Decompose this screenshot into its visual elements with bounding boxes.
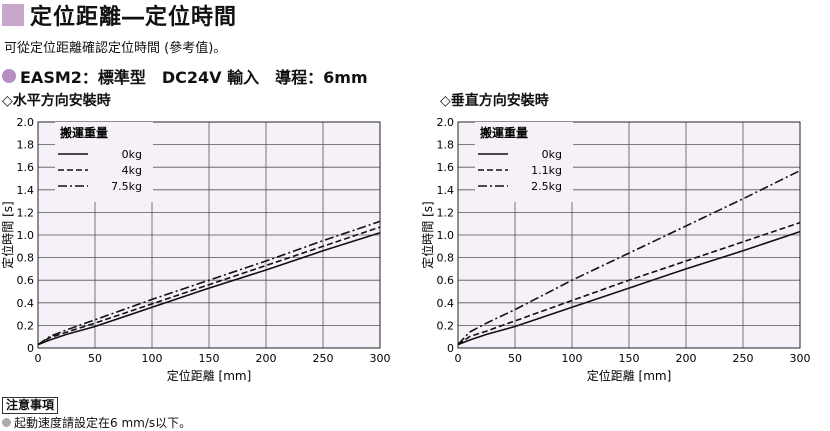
legend-title: 搬運重量 <box>60 125 108 140</box>
y-tick-label: 0 <box>27 342 34 355</box>
y-tick-label: 1.2 <box>437 206 455 219</box>
y-tick-label: 0.2 <box>437 319 455 332</box>
y-tick-label: 1.2 <box>17 206 35 219</box>
y-tick-label: 0.2 <box>17 319 35 332</box>
model-line: EASM2：標準型 DC24V 輸入 導程：6mm <box>0 64 368 88</box>
y-tick-label: 2.0 <box>437 116 455 129</box>
series-line-3 <box>457 169 801 346</box>
notes-item: 起動速度請設定在6 mm/s以下。 <box>2 414 191 431</box>
series-line-1 <box>457 230 801 346</box>
x-axis-label: 定位距離 [mm] <box>167 368 252 383</box>
series-line-2 <box>457 221 801 346</box>
x-axis-label: 定位距離 [mm] <box>587 368 672 383</box>
legend-label-1: 0kg <box>542 148 562 161</box>
plot-frame <box>37 121 381 349</box>
x-tick-label: 50 <box>88 352 102 365</box>
y-tick-label: 1.4 <box>17 184 35 197</box>
legend-background <box>55 122 153 202</box>
legend-title: 搬運重量 <box>480 125 528 140</box>
x-tick-label: 300 <box>370 352 391 365</box>
y-tick-label: 1.0 <box>17 229 35 242</box>
y-tick-label: 0.8 <box>17 252 35 265</box>
notes-title: 注意事項 <box>2 397 59 414</box>
page-title: 定位距離―定位時間 <box>30 5 238 30</box>
x-tick-label: 0 <box>35 352 42 365</box>
legend-label-2: 4kg <box>122 164 142 177</box>
y-tick-label: 1.8 <box>17 139 35 152</box>
y-tick-label: 0.6 <box>17 274 35 287</box>
y-tick-label: 1.8 <box>437 139 455 152</box>
x-tick-label: 150 <box>199 352 220 365</box>
x-tick-label: 100 <box>142 352 163 365</box>
x-tick-label: 250 <box>733 352 754 365</box>
x-tick-label: 100 <box>562 352 583 365</box>
y-tick-label: 1.6 <box>17 161 35 174</box>
model-spec: EASM2：標準型 DC24V 輸入 導程：6mm <box>20 68 368 87</box>
y-tick-label: 2.0 <box>17 116 35 129</box>
title-accent-square <box>2 4 24 26</box>
legend-label-1: 0kg <box>122 148 142 161</box>
y-tick-label: 1.4 <box>437 184 455 197</box>
plot-frame <box>457 121 801 349</box>
y-tick-label: 1.6 <box>437 161 455 174</box>
page-subtitle: 可從定位距離確認定位時間 (參考值)。 <box>4 41 227 56</box>
x-tick-label: 50 <box>508 352 522 365</box>
chart-vertical: 0 50 100 150 200 250 300 0 0.2 0.4 0.6 0.8 1.0 1.2 1.4… <box>420 116 811 383</box>
y-tick-label: 1.0 <box>437 229 455 242</box>
bullet-dot-icon <box>2 418 11 427</box>
legend-label-3: 7.5kg <box>111 180 142 193</box>
x-tick-label: 0 <box>455 352 462 365</box>
y-tick-label: 0.8 <box>437 252 455 265</box>
chart-horizontal: 0 50 100 150 200 250 300 0 0.2 0.4 0.6 0.8 1.0 1.2 1.4… <box>0 116 391 383</box>
chart-heading-horizontal: ◇水平方向安裝時 <box>2 93 111 109</box>
y-tick-label: 0.4 <box>17 297 35 310</box>
x-tick-label: 200 <box>676 352 697 365</box>
series-line-2 <box>37 226 381 346</box>
bullet-dot-icon <box>2 69 16 83</box>
y-axis-label: 定位時間 [s] <box>0 201 15 268</box>
legend-label-3: 2.5kg <box>531 180 562 193</box>
x-tick-label: 250 <box>313 352 334 365</box>
x-tick-label: 300 <box>790 352 811 365</box>
y-tick-label: 0 <box>447 342 454 355</box>
y-axis-label: 定位時間 [s] <box>420 201 435 268</box>
legend-label-2: 1.1kg <box>531 164 562 177</box>
notes-item-text: 起動速度請設定在6 mm/s以下。 <box>14 416 192 430</box>
chart-heading-vertical: ◇垂直方向安裝時 <box>440 93 549 109</box>
title-block: 定位距離―定位時間 <box>0 0 237 30</box>
x-tick-label: 150 <box>619 352 640 365</box>
x-tick-label: 200 <box>256 352 277 365</box>
legend-background <box>475 122 573 202</box>
y-tick-label: 0.4 <box>437 297 455 310</box>
y-tick-label: 0.6 <box>437 274 455 287</box>
series-line-1 <box>37 231 381 346</box>
series-line-3 <box>37 220 381 346</box>
